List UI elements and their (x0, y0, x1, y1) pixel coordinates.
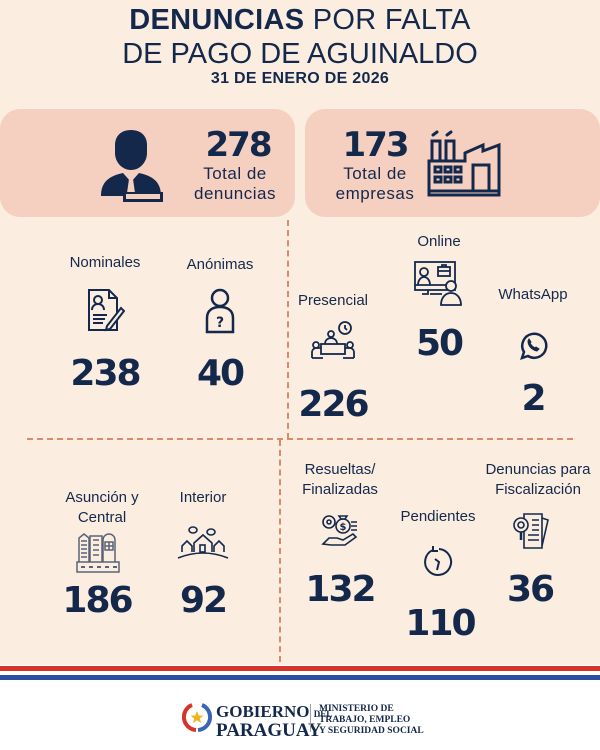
online-value: 50 (415, 323, 464, 364)
total-denuncias-value: 278 (205, 125, 273, 165)
whatsapp-icon (518, 331, 548, 361)
pendientes-value: 110 (405, 603, 476, 644)
page-title: DENUNCIAS POR FALTA (129, 4, 471, 36)
flag-stripe-blue (0, 675, 600, 680)
presencial-label: Presencial (297, 292, 369, 309)
anonimas-label: Anónimas (186, 256, 254, 273)
svg-text:?: ? (216, 315, 224, 331)
fiscalizacion-label: Denuncias para Fiscalización (485, 461, 591, 498)
page-title-line2: DE PAGO DE AGUINALDO (122, 38, 478, 70)
interior-value: 92 (179, 580, 228, 621)
total-empresas-label: Total de empresas (335, 164, 415, 203)
interior-label: Interior (179, 489, 227, 506)
nominales-value: 238 (70, 353, 141, 394)
village-houses-icon (177, 524, 229, 562)
video-call-icon (414, 261, 462, 306)
resueltas-label: Resueltas/ Finalizadas (302, 461, 378, 498)
whatsapp-label: WhatsApp (498, 286, 568, 303)
total-empresas-value: 173 (342, 125, 410, 165)
document-magnifier-icon (512, 510, 552, 550)
factory-icon (427, 129, 501, 203)
vertical-divider-top (287, 220, 289, 439)
signed-document-icon (87, 288, 125, 332)
resueltas-value: 132 (305, 569, 376, 610)
anonymous-person-icon: ? (204, 288, 236, 334)
svg-text:$: $ (340, 522, 347, 533)
city-buildings-icon (76, 532, 120, 574)
logo-separator (310, 704, 311, 732)
meeting-table-icon (311, 320, 355, 362)
presencial-value: 226 (298, 384, 369, 425)
gobierno-paraguay-logo: GOBIERNO DEL PARAGUAY (216, 702, 333, 741)
total-denuncias-card: 278 Total de denuncias (0, 109, 295, 217)
flag-stripe-white (0, 671, 600, 675)
anonimas-value: 40 (196, 353, 245, 394)
pendientes-label: Pendientes (400, 508, 476, 525)
nominales-label: Nominales (69, 254, 141, 271)
online-label: Online (417, 233, 461, 250)
report-date: 31 DE ENERO DE 2026 (210, 70, 390, 87)
flag-stripe-red (0, 666, 600, 671)
whatsapp-value: 2 (521, 378, 546, 419)
person-at-desk-icon (97, 126, 165, 204)
vertical-divider-bottom (279, 440, 281, 662)
asuncion-label: Asunción y Central (65, 489, 139, 526)
total-empresas-card: 173 Total de empresas (305, 109, 600, 217)
fiscalizacion-value: 36 (506, 569, 555, 610)
horizontal-divider (27, 438, 573, 440)
paraguay-coat-of-arms-icon (182, 702, 212, 732)
money-hand-icon: $ (321, 512, 359, 548)
total-denuncias-label: Total de denuncias (193, 164, 276, 203)
asuncion-value: 186 (62, 580, 133, 621)
ministry-logo-text: MINISTERIO DE TRABAJO, EMPLEO Y SEGURIDA… (319, 704, 424, 736)
clock-arrow-icon (421, 544, 457, 580)
